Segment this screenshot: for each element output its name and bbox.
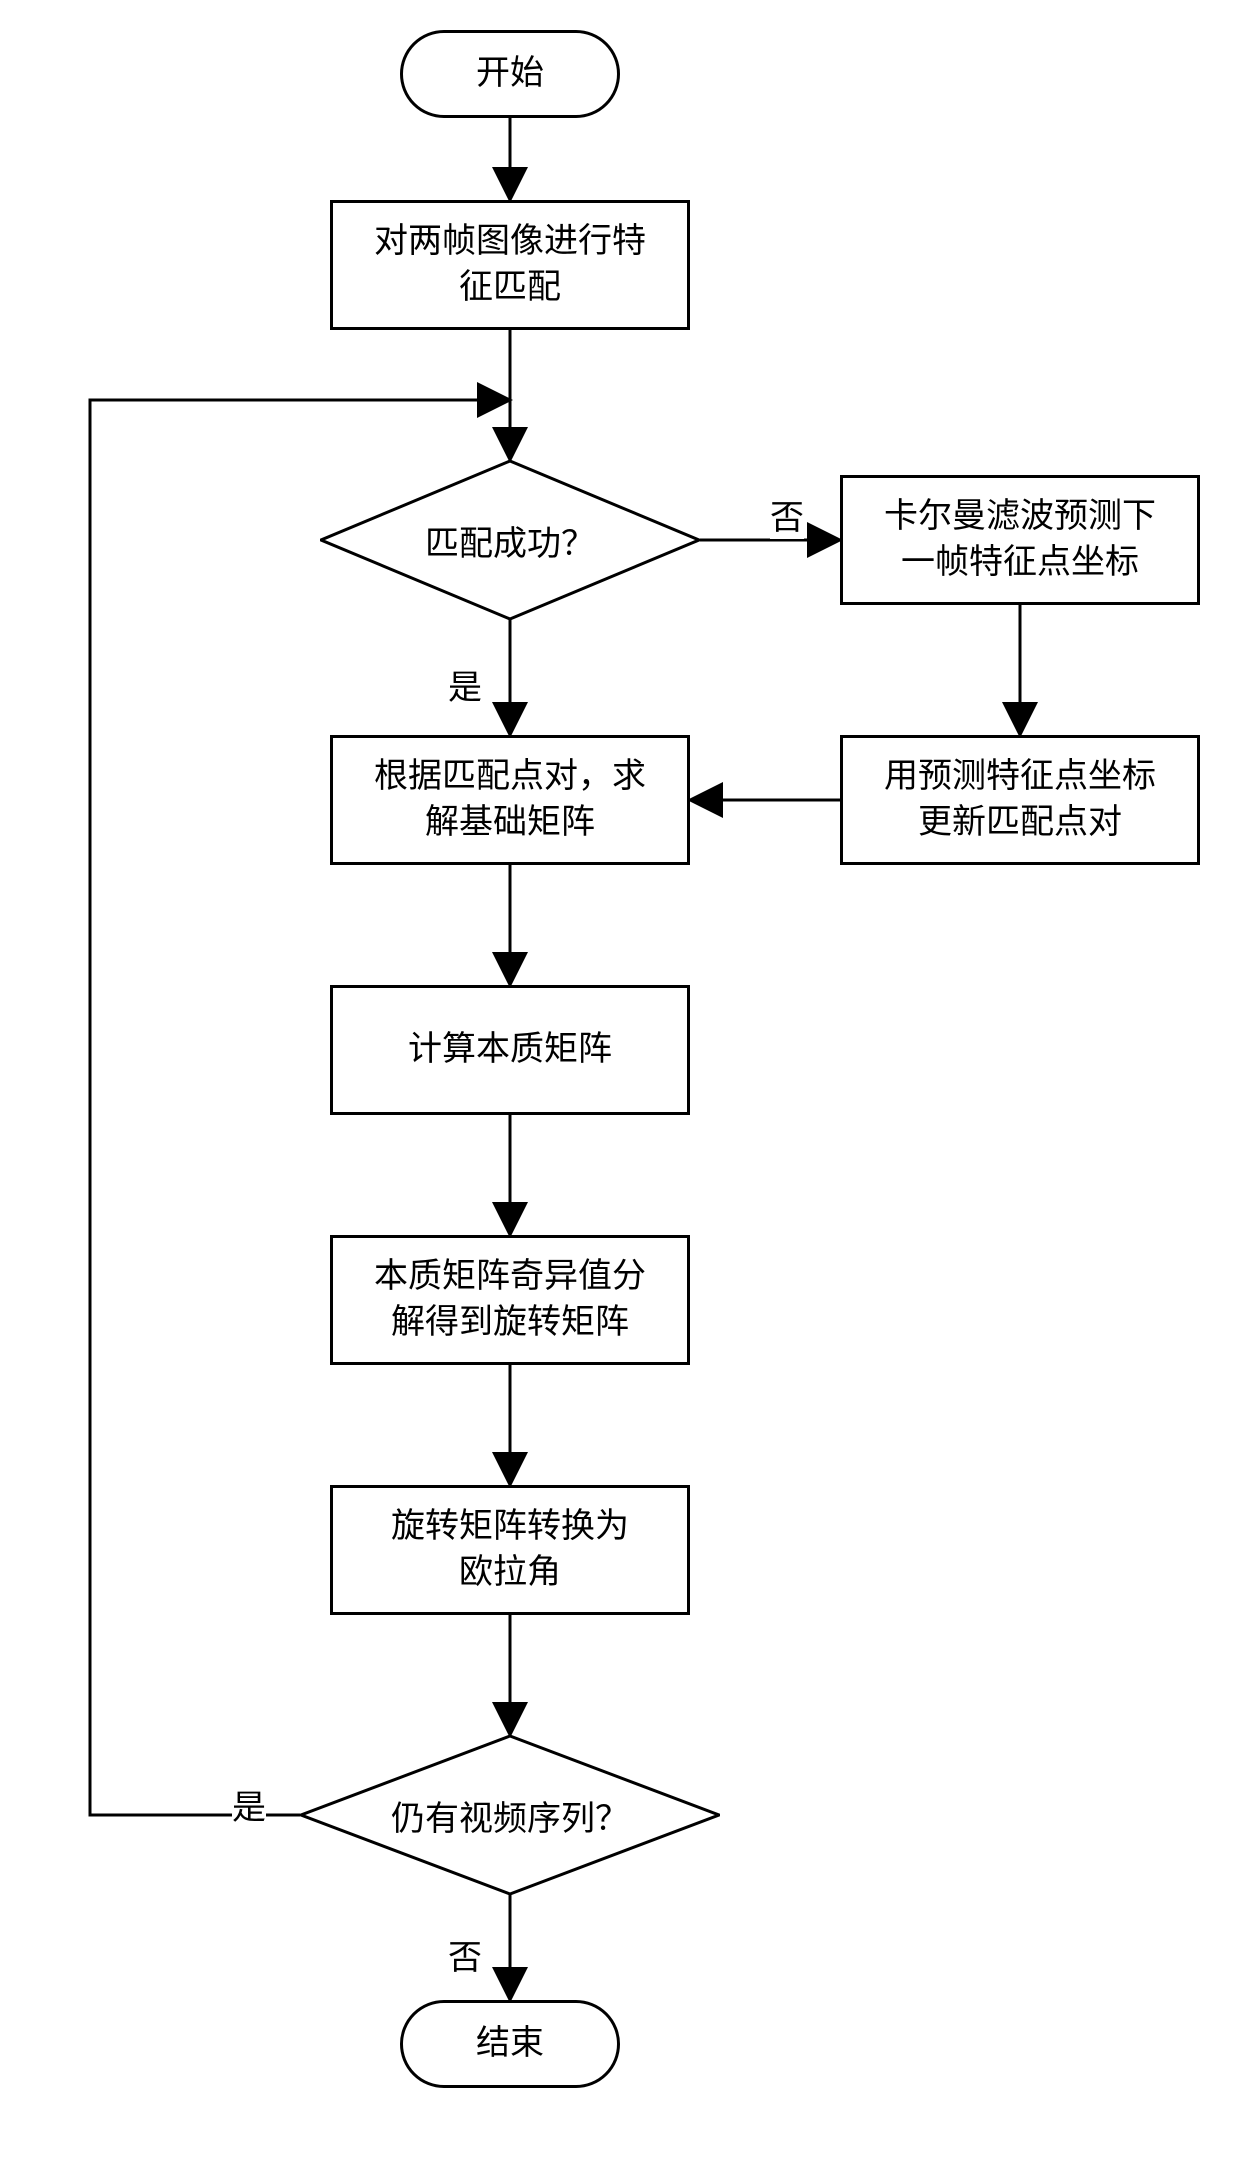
process-n7: 旋转矩阵转换为 欧拉角 xyxy=(330,1485,690,1615)
process-n2: 卡尔曼滤波预测下 一帧特征点坐标 xyxy=(840,475,1200,605)
process-n4: 用预测特征点坐标 更新匹配点对 xyxy=(840,735,1200,865)
decision-label: 仍有视频序列？ xyxy=(300,1735,720,1895)
decision-label: 匹配成功？ xyxy=(320,460,700,620)
edge-label-d2_yes: 是 xyxy=(232,1780,266,1829)
terminator-end: 结束 xyxy=(400,2000,620,2088)
edge-label-d1_no: 否 xyxy=(770,490,804,539)
process-n1: 对两帧图像进行特 征匹配 xyxy=(330,200,690,330)
edge-label-d2_no: 否 xyxy=(448,1930,482,1979)
terminator-start: 开始 xyxy=(400,30,620,118)
decision-d2: 仍有视频序列？ xyxy=(300,1735,720,1895)
flowchart-nodes-layer: 开始对两帧图像进行特 征匹配匹配成功？ 卡尔曼滤波预测下 一帧特征点坐标根据匹配点… xyxy=(0,0,1240,2176)
decision-d1: 匹配成功？ xyxy=(320,460,700,620)
edge-label-d1_yes: 是 xyxy=(448,660,482,709)
process-n5: 计算本质矩阵 xyxy=(330,985,690,1115)
process-n3: 根据匹配点对，求 解基础矩阵 xyxy=(330,735,690,865)
process-n6: 本质矩阵奇异值分 解得到旋转矩阵 xyxy=(330,1235,690,1365)
